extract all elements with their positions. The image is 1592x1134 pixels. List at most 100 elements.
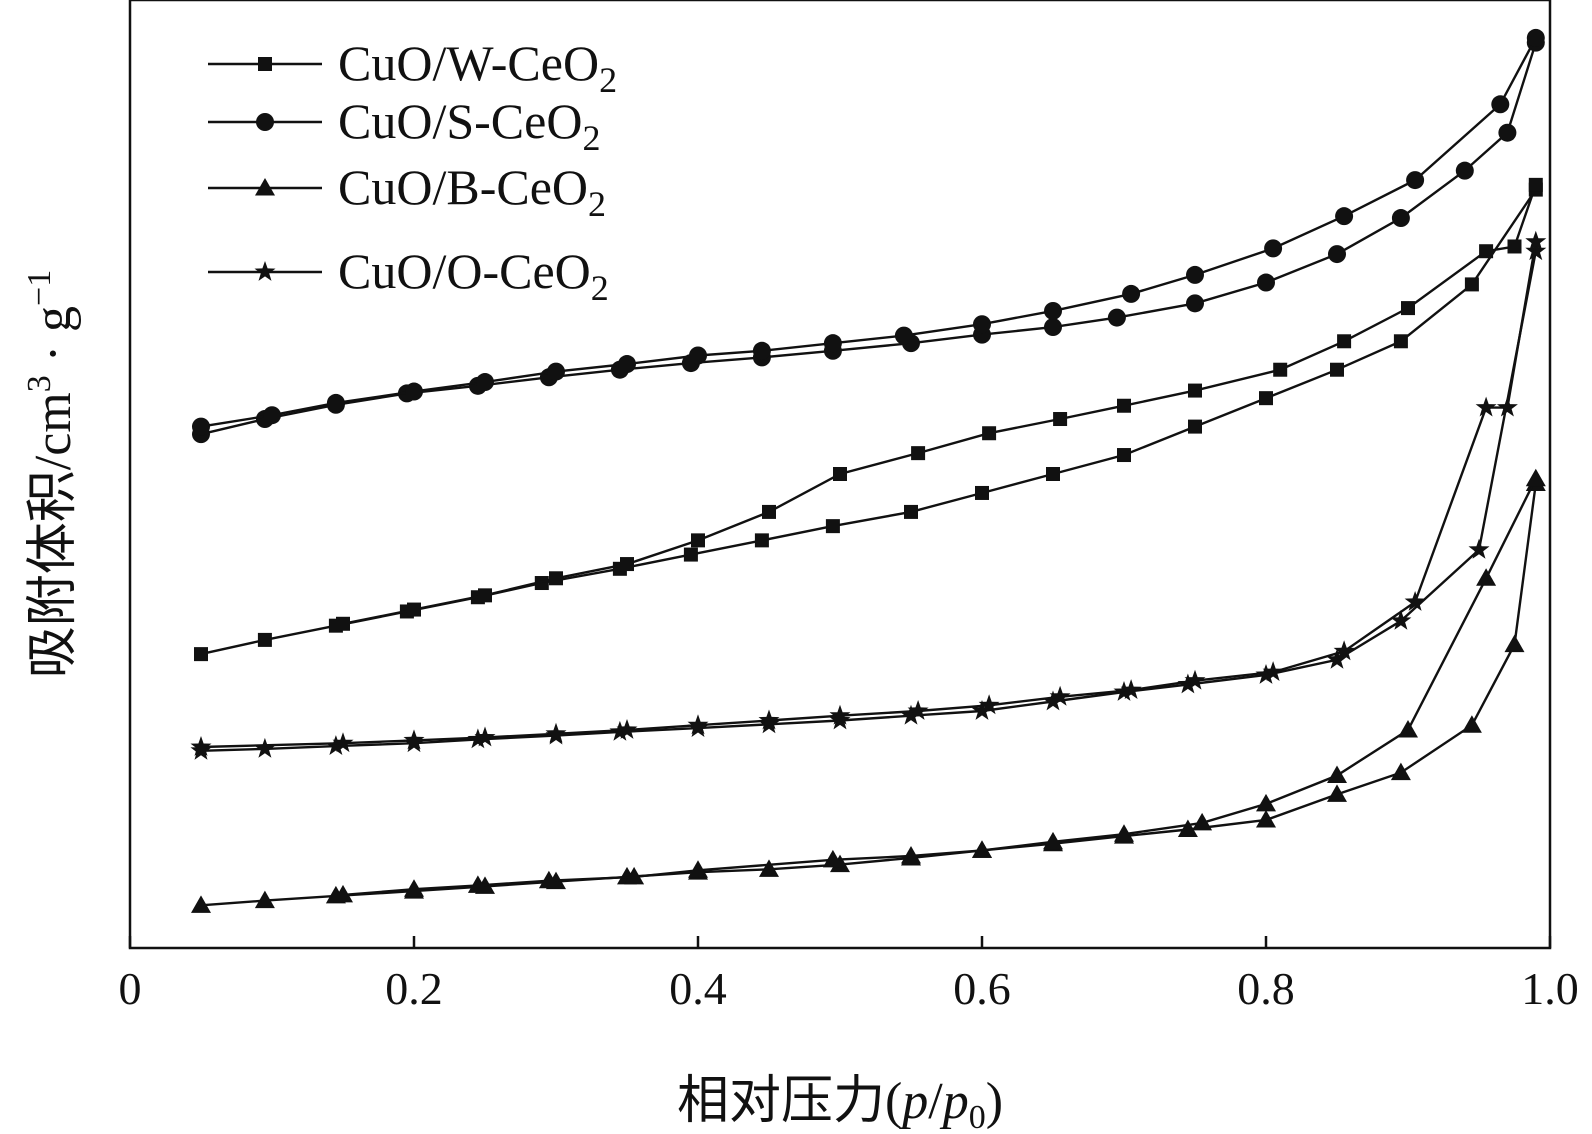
adsorption-point (900, 704, 922, 725)
plot-frame (128, 0, 1552, 950)
adsorption-point (1390, 609, 1412, 630)
desorption-point (1186, 265, 1204, 284)
desorption-point (1117, 398, 1131, 413)
desorption-point (823, 334, 842, 353)
desorption-point (263, 406, 281, 425)
desorption-point (1476, 568, 1497, 586)
adsorption-point (1461, 715, 1482, 733)
desorption-point (1049, 685, 1071, 706)
desorption-point (1528, 177, 1543, 192)
desorption-point (405, 382, 423, 401)
legend-marker (256, 113, 274, 131)
desorption-point (1184, 669, 1206, 690)
desorption-point (894, 326, 913, 345)
adsorption-line (200, 483, 1537, 907)
adsorption-point (191, 895, 211, 913)
desorption-point (689, 346, 707, 365)
legend-item-square: CuO/W-CeO2 (208, 35, 617, 100)
desorption-point (1188, 383, 1202, 398)
desorption-point (192, 417, 210, 436)
adsorption-point (1525, 240, 1547, 261)
legend-item-star: CuO/O-CeO2 (208, 243, 609, 308)
desorption-point (333, 884, 353, 903)
adsorption-point (1257, 273, 1275, 292)
adsorption-point (1327, 784, 1347, 802)
adsorption-point (254, 737, 276, 758)
desorption-point (1262, 661, 1284, 681)
adsorption-point (1393, 334, 1408, 349)
adsorption-point (1328, 245, 1346, 264)
x-tick-label: 0.8 (1237, 963, 1295, 1014)
x-tick-label: 0 (119, 963, 142, 1014)
adsorption-point (1046, 467, 1060, 481)
desorption-point (1114, 824, 1134, 842)
adsorption-point (534, 576, 549, 591)
legend-marker (258, 57, 272, 71)
adsorption-point (904, 504, 918, 519)
desorption-point (1507, 239, 1522, 254)
desorption-point (616, 719, 638, 739)
desorption-point (1406, 171, 1425, 190)
x-tick-label: 0.6 (953, 963, 1011, 1014)
legend-marker (254, 261, 276, 281)
adsorption-point (1117, 448, 1131, 463)
adsorption-point (254, 890, 275, 909)
series-star (190, 230, 1547, 760)
desorption-point (688, 860, 708, 878)
legend-label: CuO/B-CeO2 (338, 159, 606, 224)
adsorption-point (1177, 819, 1198, 837)
desorption-point (1479, 244, 1494, 259)
desorption-point (1122, 284, 1141, 303)
adsorption-point (1330, 362, 1344, 377)
desorption-point (973, 315, 991, 334)
desorption-point (758, 709, 780, 730)
adsorption-point (325, 735, 347, 755)
desorption-point (545, 722, 567, 743)
desorption-point (1491, 95, 1510, 114)
desorption-point (687, 714, 709, 735)
adsorption-point (1468, 538, 1490, 559)
adsorption-point (971, 700, 993, 720)
desorption-point (1044, 301, 1062, 320)
x-tick-label: 0.4 (669, 963, 727, 1014)
adsorption-point (1259, 391, 1273, 406)
adsorption-point (1455, 161, 1474, 180)
desorption-point (624, 866, 645, 885)
desorption-point (547, 362, 565, 381)
desorption-point (404, 879, 424, 897)
adsorption-point (1044, 318, 1062, 337)
adsorption-point (1042, 690, 1064, 711)
desorption-line (200, 37, 1537, 428)
x-axis-ticks: 0 0.2 0.4 0.6 0.8 1.0 (119, 936, 1579, 1014)
desorption-point (407, 602, 421, 617)
desorption-point (618, 355, 636, 374)
desorption-point (620, 557, 634, 572)
desorption-point (691, 533, 705, 548)
desorption-point (1496, 396, 1518, 417)
x-tick-label: 0.2 (385, 963, 443, 1014)
desorption-point (907, 700, 929, 720)
desorption-line (342, 478, 1537, 897)
desorption-point (1404, 591, 1426, 611)
desorption-point (332, 732, 354, 753)
desorption-point (467, 875, 488, 893)
desorption-point (478, 588, 492, 603)
adsorption-line (200, 250, 1537, 752)
desorption-line (200, 241, 1537, 749)
adsorption-point (1107, 308, 1126, 327)
desorption-point (901, 846, 921, 864)
desorption-point (822, 849, 843, 868)
series-layer (190, 28, 1547, 913)
desorption-point (833, 467, 847, 481)
adsorption-point (257, 632, 272, 647)
desorption-point (1398, 719, 1418, 738)
adsorption-point (1498, 123, 1517, 142)
desorption-point (538, 870, 559, 889)
desorption-point (982, 426, 997, 441)
desorption-point (1273, 362, 1288, 377)
adsorption-point (1326, 648, 1348, 669)
legend-label: CuO/W-CeO2 (338, 35, 617, 100)
adsorption-point (1391, 209, 1410, 228)
adsorption-point (1464, 277, 1479, 292)
